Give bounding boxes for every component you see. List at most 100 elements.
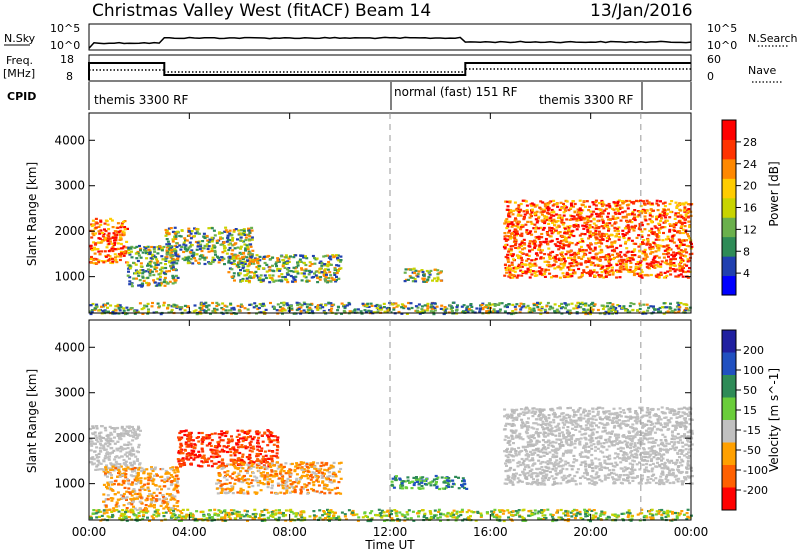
heatmap-cell [208,443,211,445]
heatmap-cell [642,304,645,306]
heatmap-cell [378,305,381,307]
heatmap-cell [174,252,177,254]
heatmap-cell [328,475,331,477]
heatmap-cell [101,232,104,234]
heatmap-cell [518,211,521,213]
heatmap-cell [220,256,223,258]
heatmap-cell [533,304,536,306]
heatmap-cell [303,309,306,311]
heatmap-cell [216,454,219,456]
heatmap-cell [252,263,255,265]
heatmap-cell [127,447,130,449]
heatmap-cell [620,220,623,222]
heatmap-cell [123,493,126,495]
heatmap-cell [592,257,595,259]
heatmap-cell [652,305,655,307]
heatmap-cell [518,305,521,307]
heatmap-cell [256,258,259,260]
heatmap-cell [237,266,240,268]
heatmap-cell [669,265,672,267]
heatmap-cell [683,222,686,224]
heatmap-cell [434,309,437,311]
heatmap-cell [251,230,254,232]
heatmap-cell [505,235,508,237]
heatmap-cell [276,452,279,454]
heatmap-cell [664,205,667,207]
heatmap-cell [236,238,239,240]
heatmap-cell [540,269,543,271]
heatmap-cell [152,279,155,281]
heatmap-cell [336,309,339,311]
heatmap-cell [243,270,246,272]
heatmap-cell [276,439,279,441]
heatmap-cell [139,501,142,503]
heatmap-cell [263,466,266,468]
heatmap-cell [576,214,579,216]
heatmap-cell [94,243,97,245]
heatmap-cell [240,459,243,461]
heatmap-cell [113,458,116,460]
heatmap-cell [168,270,171,272]
heatmap-cell [107,494,110,496]
heatmap-cell [511,310,514,312]
heatmap-cell [564,228,567,230]
heatmap-cell [321,271,324,273]
cpid-segment-2: normal (fast) 151 RF [394,85,518,99]
heatmap-cell [178,438,181,440]
heatmap-cell [580,219,583,221]
heatmap-cell [217,443,220,445]
heatmap-cell [189,454,192,456]
heatmap-cell [226,241,229,243]
heatmap-cell [249,442,252,444]
heatmap-cell [175,466,178,468]
heatmap-cell [619,267,622,269]
heatmap-cell [521,263,524,265]
heatmap-cell [538,236,541,238]
heatmap-cell [113,239,116,241]
heatmap-cell [211,310,214,312]
heatmap-cell [635,266,638,268]
heatmap-cell [310,479,313,481]
heatmap-cell [126,262,129,264]
heatmap-cell [516,230,519,232]
heatmap-cell [135,278,138,280]
heatmap-cell [251,236,254,238]
heatmap-cell [119,255,122,257]
heatmap-cell [240,444,243,446]
heatmap-cell [324,268,327,270]
heatmap-cell [634,243,637,245]
heatmap-cell [679,270,682,272]
heatmap-cell [188,436,191,438]
heatmap-cell [623,237,626,239]
heatmap-cell [520,242,523,244]
heatmap-cell [614,230,617,232]
heatmap-cell [512,224,515,226]
heatmap-cell [205,306,208,308]
heatmap-cell [155,498,158,500]
heatmap-cell [554,230,557,232]
heatmap-cell [568,242,571,244]
heatmap-cell [662,214,665,216]
heatmap-cell [619,276,622,278]
heatmap-cell [139,493,142,495]
heatmap-cell [543,273,546,275]
heatmap-cell [277,483,280,485]
heatmap-cell [194,456,197,458]
heatmap-cell [153,246,156,248]
heatmap-cell [566,276,569,278]
heatmap-cell [283,470,286,472]
heatmap-cell [271,451,274,453]
heatmap-cell [587,219,590,221]
heatmap-cell [552,211,555,213]
heatmap-cell [158,284,161,286]
heatmap-cell [431,280,434,282]
heatmap-cell [303,275,306,277]
heatmap-cell [227,271,230,273]
heatmap-cell [653,256,656,258]
heatmap-cell [584,225,587,227]
heatmap-cell [377,311,380,313]
heatmap-cell [649,248,652,250]
heatmap-cell [140,265,143,267]
heatmap-cell [245,470,248,472]
heatmap-cell [275,493,278,495]
